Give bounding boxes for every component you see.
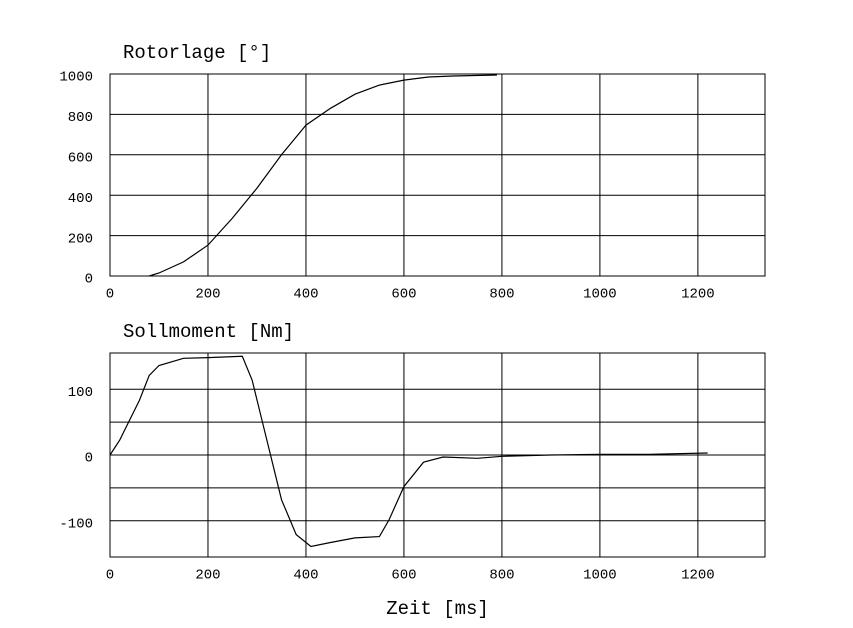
x-axis-label: Zeit [ms] <box>386 598 489 620</box>
chart-title: Rotorlage [°] <box>123 42 271 64</box>
chart-title: Sollmoment [Nm] <box>123 321 294 343</box>
y-tick-label: 400 <box>68 191 93 207</box>
data-line <box>109 355 708 548</box>
x-tick-label: 800 <box>489 287 514 303</box>
x-tick-label: 0 <box>106 568 114 584</box>
x-tick-label: 1200 <box>681 568 715 584</box>
x-tick-label: 400 <box>293 568 318 584</box>
y-tick-label: -100 <box>59 517 93 533</box>
y-tick-label: 0 <box>85 451 93 467</box>
x-tick-label: 800 <box>489 568 514 584</box>
y-tick-label: 200 <box>68 231 93 247</box>
x-tick-label: 600 <box>391 568 416 584</box>
x-tick-label: 200 <box>195 568 220 584</box>
x-tick-label: 1000 <box>583 568 617 584</box>
y-tick-label: 600 <box>68 151 93 167</box>
x-tick-label: 200 <box>195 287 220 303</box>
x-tick-label: 1000 <box>583 287 617 303</box>
y-tick-label: 0 <box>85 272 93 288</box>
y-tick-label: 800 <box>68 110 93 126</box>
plot-frame <box>109 73 766 277</box>
x-tick-label: 1200 <box>681 287 715 303</box>
y-tick-label: 1000 <box>59 70 93 86</box>
x-tick-label: 400 <box>293 287 318 303</box>
x-tick-label: 0 <box>106 287 114 303</box>
x-tick-label: 600 <box>391 287 416 303</box>
data-line <box>149 74 498 277</box>
y-tick-label: 100 <box>68 385 93 401</box>
